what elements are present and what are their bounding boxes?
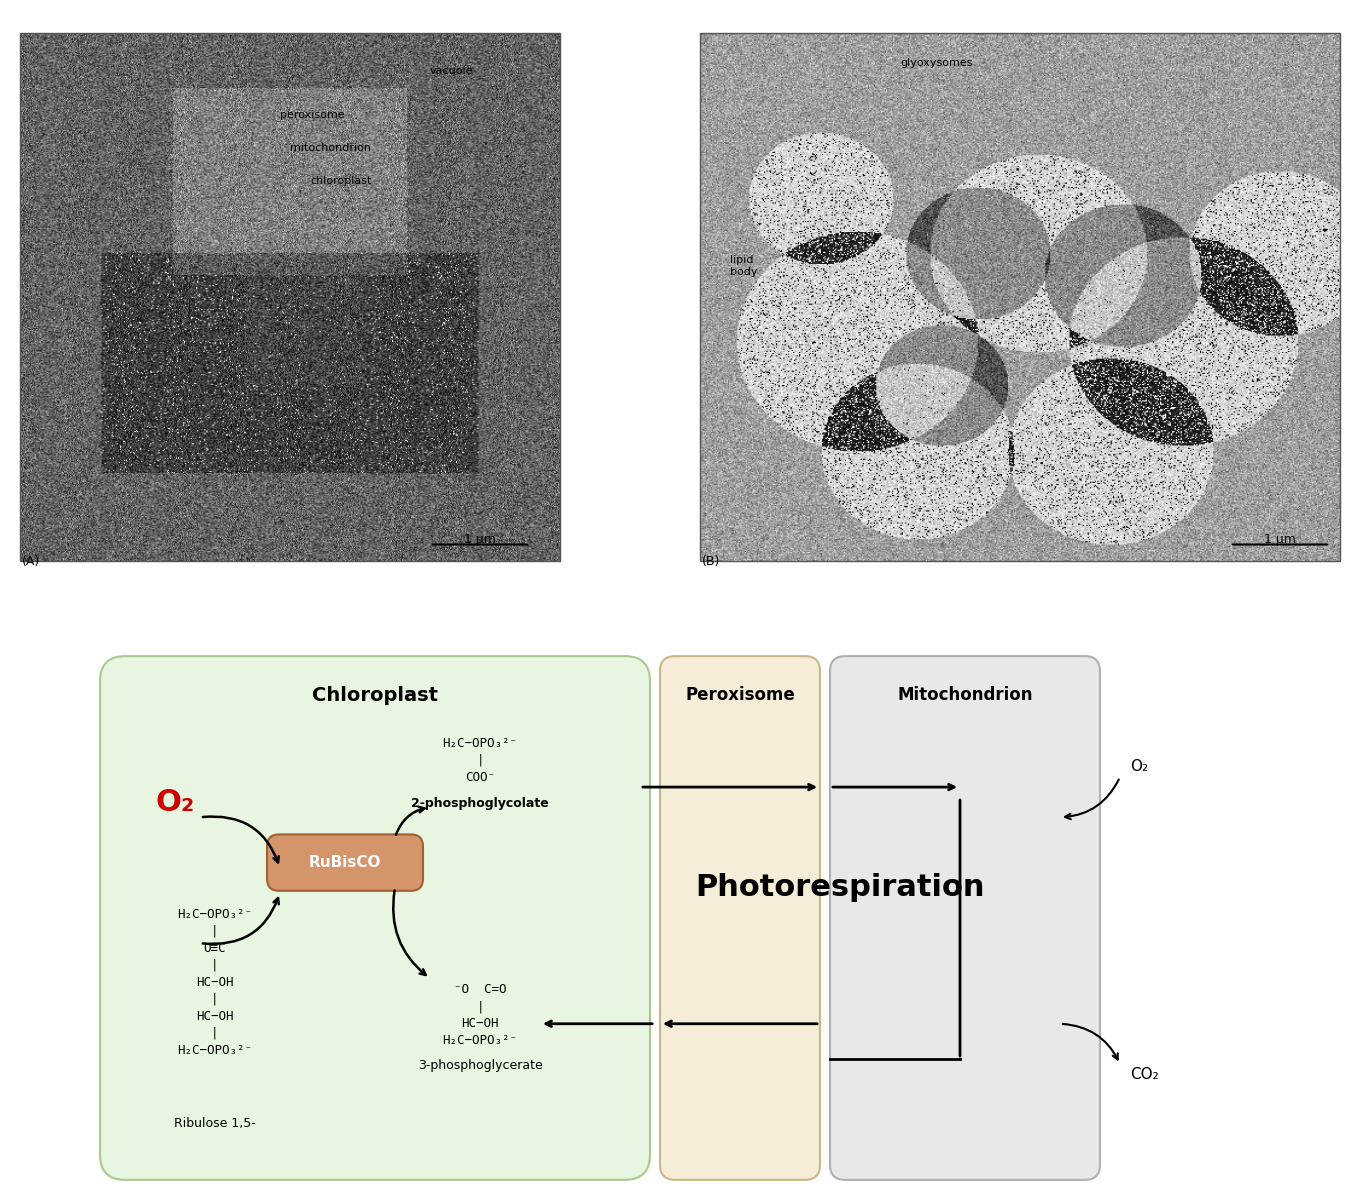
Text: mitochondrion: mitochondrion: [290, 143, 370, 152]
Text: (A): (A): [22, 556, 41, 569]
Text: RuBisCO: RuBisCO: [309, 856, 381, 870]
Text: (B): (B): [702, 556, 721, 569]
Text: 2-phosphoglycolate: 2-phosphoglycolate: [411, 797, 548, 810]
Text: CO₂: CO₂: [1130, 1067, 1159, 1081]
Bar: [20, 32, 560, 560]
Text: ⁻O  C=O
|
HC−OH
H₂C−OPO₃²⁻: ⁻O C=O | HC−OH H₂C−OPO₃²⁻: [442, 984, 517, 1048]
Text: glyoxysomes: glyoxysomes: [900, 58, 973, 68]
Text: 1 µm: 1 µm: [1265, 534, 1296, 546]
Text: Peroxisome: Peroxisome: [685, 686, 795, 704]
Text: lipid
body: lipid body: [730, 256, 757, 277]
Text: chloroplast: chloroplast: [309, 176, 372, 186]
Text: O₂: O₂: [155, 787, 194, 817]
FancyBboxPatch shape: [100, 656, 650, 1180]
Text: 1 µm: 1 µm: [464, 534, 495, 546]
Text: Photorespiration: Photorespiration: [695, 874, 985, 902]
Text: peroxisome: peroxisome: [280, 110, 345, 120]
Text: 3-phosphoglycerate: 3-phosphoglycerate: [418, 1058, 543, 1072]
FancyBboxPatch shape: [267, 834, 423, 890]
Text: H₂C−OPO₃²⁻
|
COO⁻: H₂C−OPO₃²⁻ | COO⁻: [442, 737, 517, 784]
Text: Ribulose 1,5-: Ribulose 1,5-: [174, 1116, 256, 1129]
FancyBboxPatch shape: [660, 656, 820, 1180]
Text: Mitochondrion: Mitochondrion: [897, 686, 1033, 704]
Text: O₂: O₂: [1130, 760, 1148, 774]
FancyBboxPatch shape: [830, 656, 1101, 1180]
Text: H₂C−OPO₃²⁻
|
O≡C
|
HC−OH
|
HC−OH
|
H₂C−OPO₃²⁻: H₂C−OPO₃²⁻ | O≡C | HC−OH | HC−OH | H₂C−O…: [178, 908, 252, 1057]
Bar: [700, 32, 1339, 560]
Text: vacuole: vacuole: [430, 66, 474, 76]
Text: Chloroplast: Chloroplast: [312, 686, 438, 706]
